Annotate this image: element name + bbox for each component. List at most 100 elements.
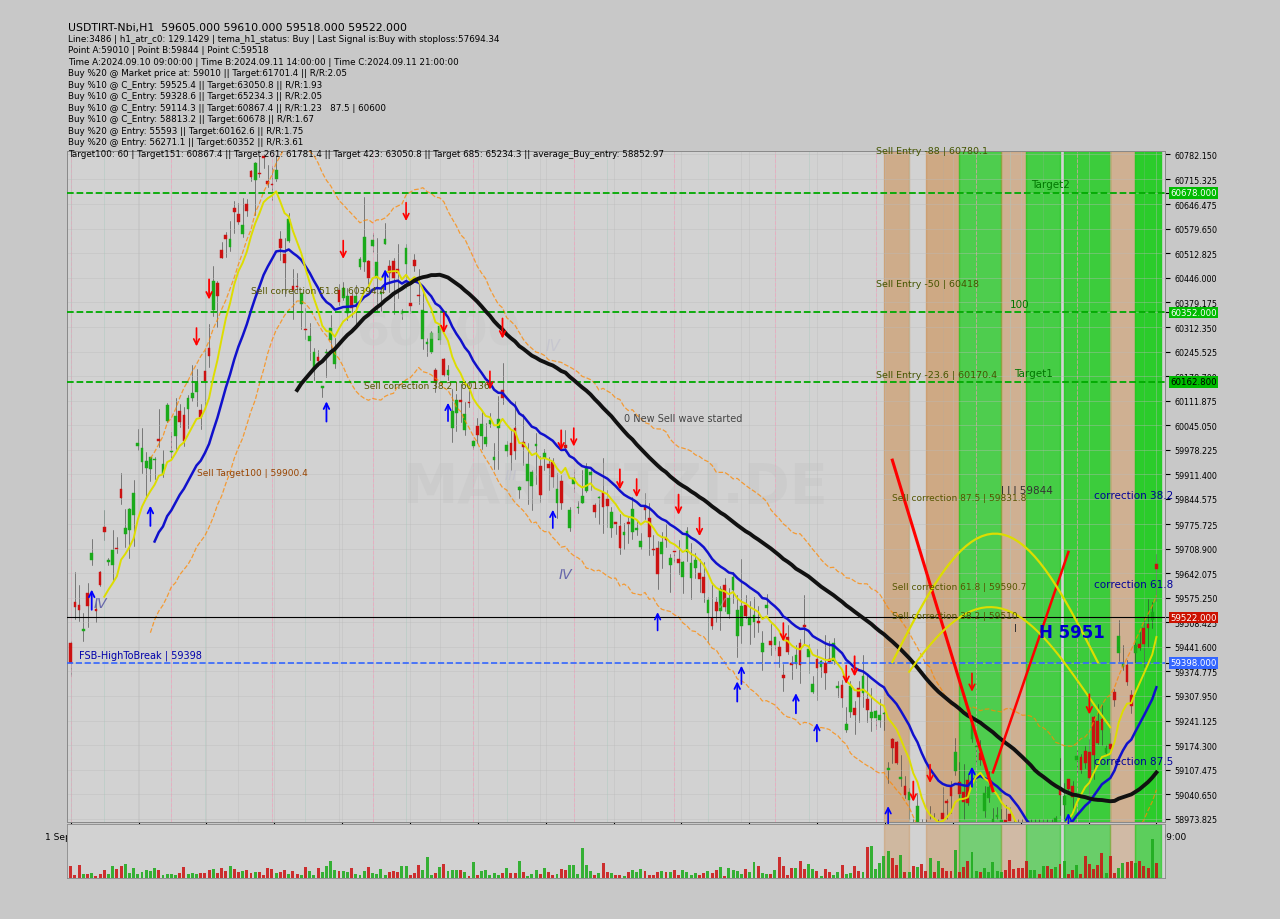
Bar: [183, 868, 186, 878]
Bar: [602, 863, 604, 878]
Bar: [526, 876, 529, 878]
Bar: [849, 686, 851, 713]
Bar: [1027, 824, 1060, 878]
Bar: [677, 875, 680, 878]
Bar: [91, 553, 93, 561]
Bar: [845, 874, 847, 878]
Bar: [581, 847, 584, 878]
Bar: [960, 152, 1001, 823]
Bar: [957, 872, 961, 878]
Bar: [925, 824, 960, 878]
Bar: [1138, 861, 1140, 878]
Bar: [568, 865, 571, 878]
Bar: [137, 443, 140, 446]
Bar: [454, 400, 458, 414]
Text: Buy %10 @ C_Entry: 59525.4 || Target:63050.8 || R/R:1.93: Buy %10 @ C_Entry: 59525.4 || Target:630…: [68, 81, 323, 90]
Text: 0 New Sell wave started: 0 New Sell wave started: [625, 414, 742, 424]
Bar: [841, 866, 844, 878]
Bar: [963, 792, 965, 801]
Bar: [443, 360, 445, 375]
Bar: [454, 869, 458, 878]
Bar: [229, 867, 232, 878]
Text: Target2: Target2: [1030, 180, 1070, 190]
Bar: [111, 550, 114, 566]
Bar: [773, 870, 777, 878]
Bar: [941, 813, 943, 820]
Bar: [195, 875, 198, 878]
Bar: [1088, 865, 1091, 878]
Bar: [275, 873, 278, 878]
Bar: [1075, 755, 1078, 760]
Bar: [522, 443, 525, 448]
Bar: [812, 869, 814, 878]
Bar: [916, 867, 919, 878]
Bar: [878, 863, 881, 878]
Text: Buy %10 @ C_Entry: 58813.2 || Target:60678 || R/R:1.67: Buy %10 @ C_Entry: 58813.2 || Target:606…: [68, 115, 314, 124]
Bar: [250, 172, 252, 178]
Bar: [86, 874, 90, 878]
Bar: [874, 869, 877, 878]
Bar: [375, 874, 378, 878]
Bar: [812, 685, 814, 692]
Bar: [753, 616, 755, 623]
Bar: [1016, 868, 1020, 878]
Bar: [887, 768, 890, 770]
Bar: [489, 875, 492, 878]
Bar: [900, 777, 902, 779]
Bar: [924, 845, 927, 857]
Bar: [165, 874, 169, 878]
Text: 60678.000: 60678.000: [1170, 189, 1217, 198]
Text: Time A:2024.09.10 09:00:00 | Time B:2024.09.11 14:00:00 | Time C:2024.09.11 21:0: Time A:2024.09.10 09:00:00 | Time B:2024…: [68, 58, 458, 67]
Bar: [296, 287, 298, 288]
Bar: [992, 819, 995, 825]
Bar: [677, 560, 680, 563]
Bar: [681, 870, 685, 878]
Bar: [1016, 859, 1019, 861]
Bar: [664, 539, 667, 540]
Bar: [1000, 872, 1002, 878]
Bar: [296, 874, 298, 878]
Bar: [719, 589, 722, 611]
Bar: [598, 497, 600, 498]
Text: IV: IV: [558, 567, 572, 581]
Bar: [719, 867, 722, 878]
Bar: [506, 868, 508, 878]
Bar: [438, 327, 442, 340]
Bar: [1125, 665, 1129, 683]
Bar: [392, 870, 396, 878]
Bar: [594, 505, 596, 513]
Bar: [1009, 860, 1011, 878]
Bar: [212, 282, 215, 311]
Bar: [283, 869, 285, 878]
Bar: [334, 351, 337, 365]
Bar: [648, 875, 650, 878]
Bar: [312, 352, 315, 370]
Bar: [384, 240, 387, 244]
Bar: [1050, 869, 1053, 878]
Bar: [233, 868, 236, 878]
Text: Buy %20 @ Market price at: 59010 || Target:61701.4 || R/R:2.05: Buy %20 @ Market price at: 59010 || Targ…: [68, 69, 347, 78]
Bar: [673, 870, 676, 878]
Bar: [556, 489, 558, 504]
Bar: [1079, 874, 1083, 878]
Bar: [1084, 751, 1087, 763]
Bar: [690, 563, 692, 579]
Bar: [920, 865, 923, 878]
Bar: [1046, 866, 1048, 878]
Bar: [241, 225, 244, 235]
Text: Buy %10 @ C_Entry: 59114.3 || Target:60867.4 || R/R:1.23   87.5 | 60600: Buy %10 @ C_Entry: 59114.3 || Target:608…: [68, 104, 385, 113]
Bar: [790, 664, 794, 665]
Bar: [987, 872, 991, 878]
Bar: [727, 868, 731, 878]
Bar: [207, 349, 210, 357]
Bar: [78, 865, 81, 878]
Text: FSB-HighToBreak | 59398: FSB-HighToBreak | 59398: [79, 650, 202, 660]
Bar: [854, 709, 856, 716]
Bar: [690, 875, 692, 878]
Bar: [1151, 612, 1153, 620]
Bar: [937, 861, 940, 878]
Bar: [421, 870, 425, 878]
Bar: [174, 416, 177, 437]
Bar: [937, 837, 940, 840]
Bar: [148, 871, 152, 878]
